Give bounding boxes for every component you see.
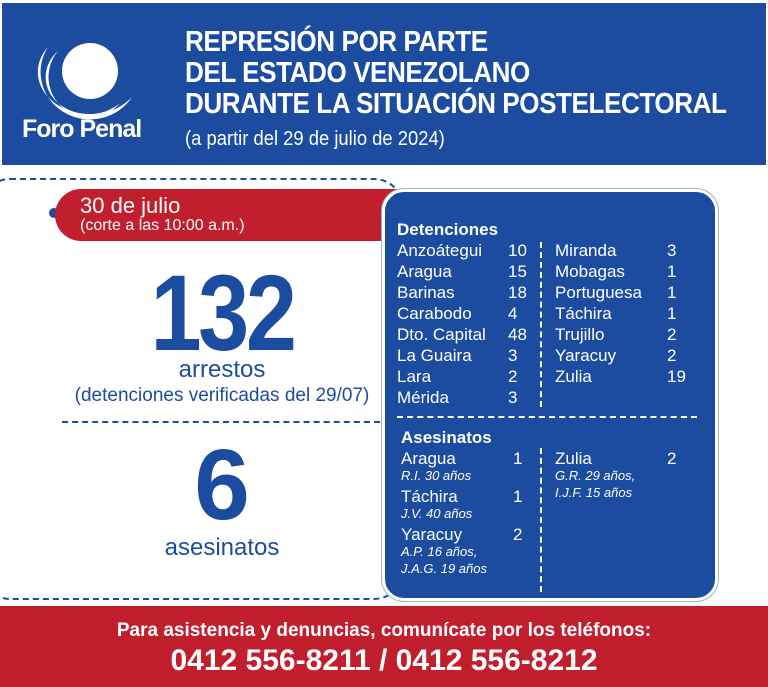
detention-state: Trujillo xyxy=(555,325,605,344)
column-divider xyxy=(540,242,542,407)
detention-state: Dto. Capital xyxy=(397,325,486,344)
details-panel: Detenciones Asesinatos Anzoátegui 10 Aragu… xyxy=(382,189,718,601)
cutoff-label: (corte a las 10:00 a.m.) xyxy=(80,217,245,234)
page-title: REPRESIÓN POR PARTE DEL ESTADO VENEZOLAN… xyxy=(185,27,727,120)
detention-state: Lara xyxy=(397,367,432,386)
detention-count: 1 xyxy=(667,283,677,302)
detention-count: 1 xyxy=(667,304,677,323)
column-divider xyxy=(540,448,542,592)
detention-state: Zulia xyxy=(555,367,592,386)
foro-penal-logo-icon xyxy=(37,43,132,120)
detention-state: Aragua xyxy=(397,262,452,281)
detention-state: Anzoátegui xyxy=(397,241,483,260)
header-banner: Foro Penal REPRESIÓN POR PARTE DEL ESTAD… xyxy=(2,3,766,165)
brand-name: Foro Penal xyxy=(22,115,142,143)
killings-count: 6 xyxy=(194,429,250,541)
detention-count: 2 xyxy=(667,325,677,344)
phone-numbers[interactable]: 0412 556-8211 / 0412 556-8212 xyxy=(170,644,598,677)
killing-count: 1 xyxy=(513,449,523,468)
detention-state: Yaracuy xyxy=(555,346,617,365)
detention-count: 3 xyxy=(508,346,518,365)
detention-count: 19 xyxy=(667,367,686,386)
victim-initials: R.I. 30 años xyxy=(401,468,472,483)
arrests-note: (detenciones verificadas del 29/07) xyxy=(74,385,370,406)
footer-text: Para asistencia y denuncias, comunícate … xyxy=(116,620,652,641)
killing-state: Zulia xyxy=(555,449,592,468)
divider xyxy=(62,421,380,423)
killing-count: 2 xyxy=(513,525,523,544)
footer-banner: Para asistencia y denuncias, comunícate … xyxy=(0,606,768,687)
detentions-title: Detenciones xyxy=(397,220,499,239)
section-divider xyxy=(397,416,697,418)
detention-count: 1 xyxy=(667,262,677,281)
killing-state: Táchira xyxy=(401,487,458,506)
killings-label: asesinatos xyxy=(164,534,280,561)
victim-initials: A.P. 16 años, xyxy=(401,544,478,559)
title-line: REPRESIÓN POR PARTE xyxy=(185,26,488,58)
date-label: 30 de julio xyxy=(80,193,181,218)
detention-count: 15 xyxy=(508,262,527,281)
victim-initials: G.R. 29 años, xyxy=(555,468,636,483)
detention-count: 2 xyxy=(508,367,518,386)
killings-title: Asesinatos xyxy=(401,428,492,447)
victim-initials: J.A.G. 19 años xyxy=(401,561,487,576)
detention-count: 4 xyxy=(508,304,518,323)
killing-state: Aragua xyxy=(401,449,456,468)
subtitle: (a partir del 29 de julio de 2024) xyxy=(185,128,445,150)
detention-state: Mérida xyxy=(397,388,449,407)
timeline-dot xyxy=(49,208,59,218)
detention-state: Táchira xyxy=(555,304,612,323)
detention-count: 3 xyxy=(508,388,518,407)
detention-state: Mobagas xyxy=(555,262,625,281)
detention-state: La Guaira xyxy=(397,346,472,365)
killing-count: 2 xyxy=(667,449,677,468)
victim-initials: I.J.F. 15 años xyxy=(555,485,633,500)
detention-count: 18 xyxy=(508,283,527,302)
title-line: DEL ESTADO VENEZOLANO xyxy=(185,57,530,89)
detention-count: 2 xyxy=(667,346,677,365)
detention-count: 3 xyxy=(667,241,677,260)
date-ribbon: 30 de julio (corte a las 10:00 a.m.) xyxy=(55,189,405,241)
detention-state: Miranda xyxy=(555,241,617,260)
arrests-count: 132 xyxy=(150,252,297,373)
detention-state: Barinas xyxy=(397,283,455,302)
killing-count: 1 xyxy=(513,487,523,506)
killing-state: Yaracuy xyxy=(401,525,463,544)
title-line: DURANTE LA SITUACIÓN POSTELECTORAL xyxy=(185,88,727,120)
detention-state: Carabodo xyxy=(397,304,472,323)
victim-initials: J.V. 40 años xyxy=(401,506,473,521)
detention-state: Portuguesa xyxy=(555,283,642,302)
detention-count: 48 xyxy=(508,325,527,344)
arrests-label: arrestos xyxy=(178,356,266,383)
detention-count: 10 xyxy=(508,241,527,260)
